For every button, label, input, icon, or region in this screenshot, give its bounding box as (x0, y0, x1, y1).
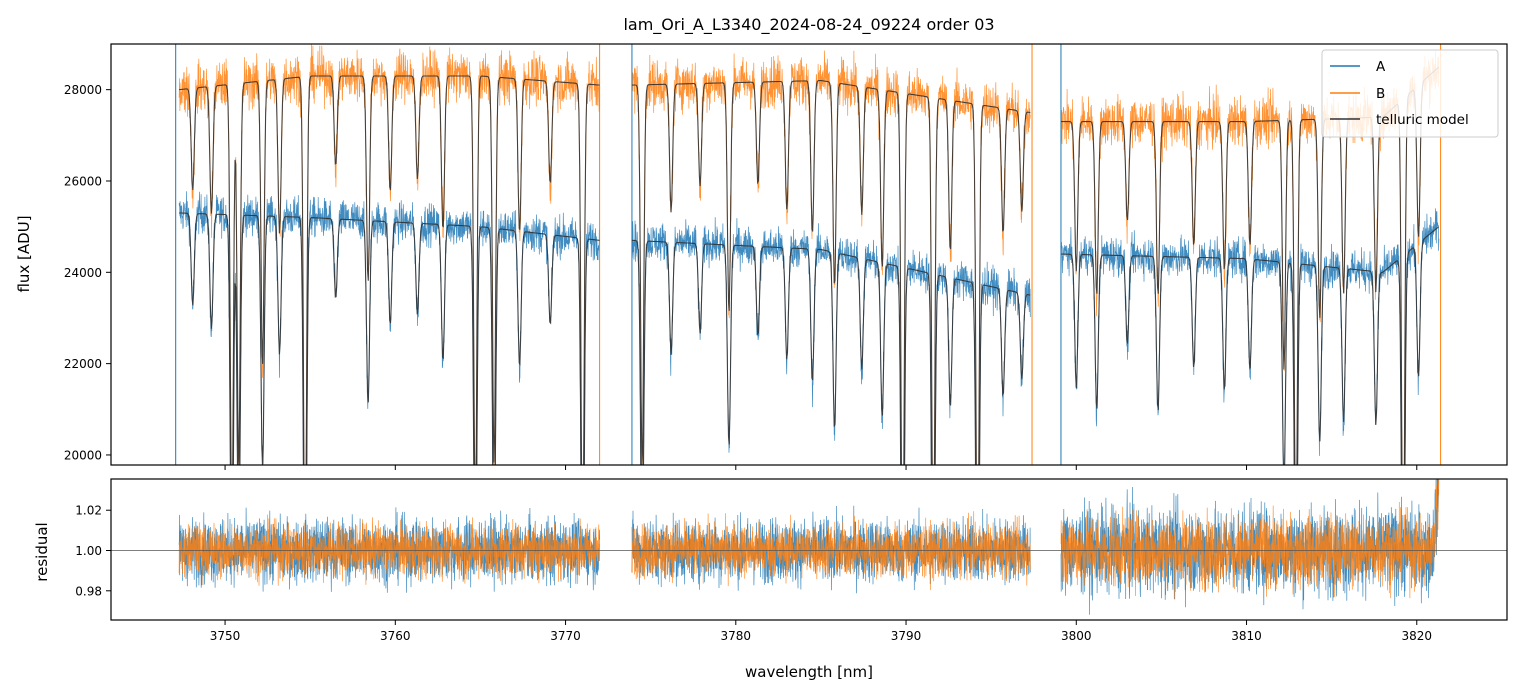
residual-axes-frame (110, 478, 1508, 621)
residual-x-tick-label: 3800 (1061, 629, 1092, 643)
residual-x-tick-label: 3760 (380, 629, 411, 643)
legend-box (1321, 49, 1499, 138)
flux-y-tick-label: 26000 (64, 174, 102, 188)
legend: A B telluric model (1321, 49, 1499, 138)
flux-y-ticks: 20000 22000 24000 26000 28000 (64, 83, 111, 462)
residual-y-tick-label: 0.98 (75, 584, 102, 598)
flux-y-tick-label: 22000 (64, 357, 102, 371)
series-telluric-model-line (179, 66, 1439, 465)
chart-title: lam_Ori_A_L3340_2024-08-24_09224 order 0… (623, 15, 994, 35)
residual-plot-area (111, 479, 1507, 615)
flux-y-tick-label: 20000 (64, 448, 102, 462)
residual-series-b-line (178, 479, 1440, 600)
residual-y-axis-label: residual (33, 522, 51, 581)
residual-panel: 0.98 1.00 1.02 3750 3760 3770 3780 3790 3800 381… (33, 478, 1508, 681)
flux-y-tick-label: 24000 (64, 266, 102, 280)
flux-plot-area (175, 44, 1442, 465)
flux-axes-frame (110, 43, 1508, 466)
residual-x-tick-label: 3780 (721, 629, 752, 643)
flux-y-tick-label: 28000 (64, 83, 102, 97)
series-telluric-model-line (179, 212, 1439, 465)
residual-x-tick-label: 3820 (1401, 629, 1432, 643)
residual-x-tick-label: 3770 (550, 629, 581, 643)
flux-x-ticks (224, 465, 1418, 470)
residual-y-ticks: 0.98 1.00 1.02 (75, 504, 111, 598)
legend-label-a: A (1376, 59, 1386, 75)
residual-y-tick-label: 1.00 (75, 544, 102, 558)
residual-x-tick-label: 3750 (210, 629, 241, 643)
legend-label-telluric-model: telluric model (1376, 112, 1469, 128)
residual-series-b (178, 479, 1440, 600)
legend-label-b: B (1376, 86, 1385, 102)
flux-y-axis-label: flux [ADU] (15, 215, 33, 292)
flux-panel: 20000 22000 24000 26000 28000 flux [ADU] A B… (15, 43, 1508, 470)
series-telluric-model (179, 66, 1439, 465)
residual-x-tick-label: 3810 (1231, 629, 1262, 643)
residual-x-tick-label: 3790 (891, 629, 922, 643)
residual-x-ticks: 3750 3760 3770 3780 3790 3800 3810 3820 (210, 620, 1432, 643)
x-axis-label: wavelength [nm] (745, 663, 873, 681)
residual-y-tick-label: 1.02 (75, 504, 102, 518)
